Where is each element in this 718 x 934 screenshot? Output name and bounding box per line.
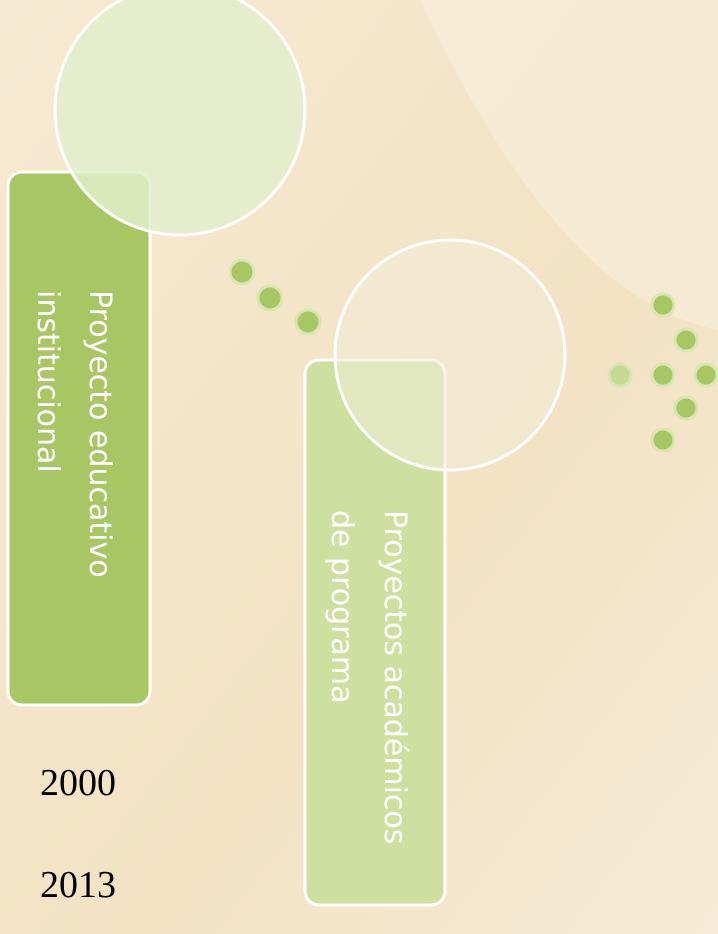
box-label-line: Proyectos académicos [377,510,412,844]
dot [652,364,674,386]
dot [652,294,674,316]
year: 2000 [40,762,116,804]
dot [296,310,320,334]
circle [55,0,305,235]
page: Proyecto educativo institucional Proyect… [0,0,718,934]
box-label-line: de programa [324,510,359,703]
dot [652,429,674,451]
slide: Proyecto educativo institucional Proyect… [0,0,718,934]
dot [609,364,631,386]
box-label-line: institucional [30,290,65,473]
dot [695,364,717,386]
year: 2013 [40,864,116,906]
box-label-line: Proyecto educativo [82,290,117,578]
dot [230,260,254,284]
dot [675,329,697,351]
dot [258,286,282,310]
dot [675,397,697,419]
box [8,172,150,705]
circle [335,240,565,470]
